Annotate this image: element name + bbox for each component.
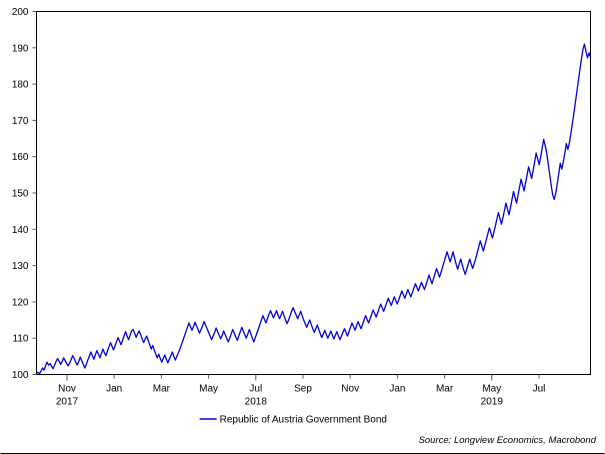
y-axis-tick-label: 170 (12, 116, 29, 127)
x-axis-tick-label: Jan (389, 384, 405, 395)
y-axis-tick-label: 100 (12, 370, 29, 381)
x-axis-tick-label: Nov (58, 384, 76, 395)
legend-item-label: Republic of Austria Government Bond (220, 415, 387, 426)
x-axis-year-label: 2017 (56, 397, 79, 408)
x-axis-tick-label: Jul (249, 384, 262, 395)
y-axis-tick-label: 160 (12, 152, 29, 163)
y-axis-tick-label: 120 (12, 297, 29, 308)
y-axis-tick-label: 140 (12, 225, 29, 236)
x-axis-tick-label: May (482, 384, 501, 395)
series-line-0 (35, 43, 592, 375)
y-axis-tick-label: 110 (13, 334, 29, 345)
y-axis-tick-label: 180 (12, 80, 29, 91)
x-axis-tick-label: Sep (294, 384, 312, 395)
x-axis-tick-label: Mar (436, 384, 454, 395)
x-axis-tick-label: Mar (153, 384, 171, 395)
x-axis-tick-label: May (199, 384, 218, 395)
y-axis-tick-label: 200 (12, 7, 29, 18)
plot-area-frame (36, 11, 591, 375)
x-axis-year-label: 2018 (245, 397, 268, 408)
chart-legend: Republic of Austria Government Bond (199, 415, 387, 426)
source-attribution: Source: Longview Economics, Macrobond (419, 435, 597, 446)
x-axis-year-label: 2019 (481, 397, 504, 408)
x-axis-tick-label: Nov (341, 384, 359, 395)
x-axis: Nov 2017 Jan Mar May Jul 2018 Sep Nov Jan Mar May 20… (56, 374, 546, 408)
y-axis: 100 110 120 130 140 150 160 170 180 190 200 (12, 7, 37, 381)
series-group (35, 43, 592, 375)
y-axis-tick-label: 190 (12, 43, 29, 54)
x-axis-tick-label: Jan (106, 384, 122, 395)
x-axis-tick-label: Jul (533, 384, 546, 395)
y-axis-tick-label: 150 (12, 189, 29, 200)
y-axis-tick-label: 130 (12, 261, 29, 272)
